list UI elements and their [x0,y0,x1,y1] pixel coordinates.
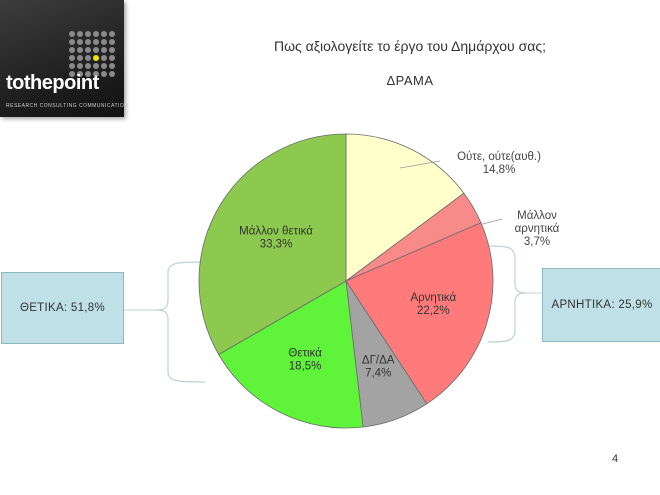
slice-value-label: 33,3% [260,239,293,251]
slice-value-label: 18,5% [289,360,322,372]
logo-dot-grid-icon [69,31,115,77]
logo-word-point: point [52,72,99,94]
logo-dot [85,47,91,53]
logo-word-to: to [6,72,24,94]
logo-dot [109,39,115,45]
logo-dot [93,71,99,77]
logo-dot [109,71,115,77]
logo-dot [69,55,75,61]
logo-dot [101,31,107,37]
logo-dot [101,63,107,69]
leader-lines [399,160,503,226]
logo-dot [93,47,99,53]
logo-dot [85,71,91,77]
logo-dot [77,31,83,37]
logo-tagline: RESEARCH CONSULTING COMMUNICATION [6,103,129,109]
page-number: 4 [612,453,619,465]
logo-dot [109,47,115,53]
positive-bracket [156,261,206,383]
pie-slice [345,222,494,405]
logo-dot [109,31,115,37]
logo-dot [93,55,99,61]
slice-category-label: ΔΓ/ΔΑ [362,354,395,366]
summary-brackets [123,245,542,383]
logo-dot [85,55,91,61]
logo-dot [93,31,99,37]
logo-dot [101,39,107,45]
logo-wordmark: tothepoint [6,72,99,95]
slice-category-label: Ούτε, ούτε(αυθ.) [457,151,541,163]
logo-dot [101,47,107,53]
slice-category-label: Θετικά [288,347,322,359]
slice-category-label: Μάλλον [517,210,557,222]
slice-category-label: Μάλλον θετικά [239,226,313,238]
logo-dot [109,55,115,61]
slice-value-label: 14,8% [483,164,516,176]
slice-category-label: αρνητικά [515,223,560,235]
chart-subtitle: ΔΡΑΜΑ [386,73,434,88]
chart-title: Πως αξιολογείτε το έργο του Δημάρχου σας… [274,38,546,54]
positive-summary-box: ΘΕΤΙΚΑ: 51,8% [1,272,124,344]
logo-dot [85,31,91,37]
pie-slice [345,133,465,282]
leader-line [478,218,503,226]
slice-value-label: 22,2% [417,305,450,317]
logo-dot [77,55,83,61]
logo-dot [101,71,107,77]
pie-slices [198,133,494,429]
slice-category-label: Αρνητικά [410,292,456,304]
logo-word-the: the [23,72,53,94]
slice-value-label: 3,7% [524,236,550,248]
logo-dot [77,63,83,69]
logo-dot [69,71,75,77]
leader-line [399,160,441,169]
logo-dot [77,71,83,77]
logo-dot [77,47,83,53]
negative-summary-box: ΑΡΝΗΤΙΚΑ: 25,9% [542,268,660,342]
logo-dot [85,63,91,69]
logo-dot [109,63,115,69]
logo-dot [69,31,75,37]
pie-slice [198,133,347,356]
negative-bracket [487,245,527,343]
pie-slice [218,280,364,429]
logo-dot [93,39,99,45]
logo-dot [69,47,75,53]
logo-dot [69,63,75,69]
logo-dot [85,39,91,45]
slice-value-label: 7,4% [365,367,391,379]
logo-dot [69,39,75,45]
company-logo: tothepoint RESEARCH CONSULTING COMMUNICA… [0,0,128,117]
logo-dot [93,63,99,69]
logo-dot [101,55,107,61]
logo-dot [77,39,83,45]
